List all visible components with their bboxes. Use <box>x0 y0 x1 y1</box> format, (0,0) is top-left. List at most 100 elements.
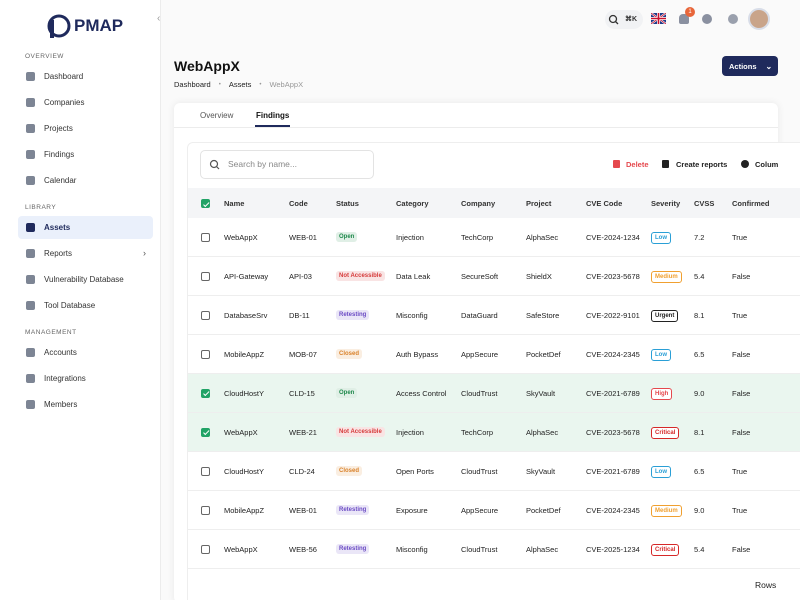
breadcrumb-item[interactable]: Assets <box>228 80 252 89</box>
search-input[interactable] <box>200 150 374 179</box>
nav-icon <box>26 149 35 159</box>
column-header[interactable]: Company <box>461 199 496 208</box>
notifications-icon[interactable] <box>679 14 689 24</box>
logo-mark <box>47 14 71 38</box>
row-checkbox[interactable] <box>201 232 210 242</box>
actions-button[interactable]: Actions ⌄ <box>722 56 778 76</box>
table-row <box>188 530 800 569</box>
cell: CloudHostY <box>224 388 265 398</box>
row-checkbox[interactable] <box>201 466 210 476</box>
create-reports-button[interactable]: Create reports <box>676 160 728 169</box>
column-header[interactable]: Confirmed <box>732 199 770 208</box>
delete-button[interactable]: Delete <box>626 160 649 169</box>
column-header[interactable]: Code <box>289 199 308 208</box>
section-title: MANAGEMENT <box>25 329 77 336</box>
cell: AlphaSec <box>526 544 559 554</box>
severity-badge: Low <box>651 348 671 361</box>
header-checkbox[interactable] <box>201 199 210 208</box>
table-header <box>188 188 800 218</box>
cell: API-03 <box>289 271 312 281</box>
nav-item[interactable]: Findings <box>18 143 153 166</box>
cell: Exposure <box>396 505 428 515</box>
cell: CVE-2024-2345 <box>586 505 640 515</box>
nav-item[interactable]: Tool Database <box>18 294 153 317</box>
nav-item[interactable]: Calendar <box>18 169 153 192</box>
severity-badge: Critical <box>651 543 680 556</box>
row-checkbox[interactable] <box>201 505 210 515</box>
avatar[interactable] <box>748 8 770 30</box>
columns-button[interactable]: Colum <box>755 160 779 169</box>
cell: Open Ports <box>396 466 434 476</box>
column-header[interactable]: Category <box>396 199 429 208</box>
tab[interactable]: Overview <box>200 111 234 120</box>
cell: DataGuard <box>461 310 498 320</box>
nav-label: Companies <box>44 97 85 107</box>
logo-text: PMAP <box>74 16 124 35</box>
status-badge: Retesting <box>336 543 370 554</box>
cell: 7.2 <box>694 232 705 242</box>
cell: CloudHostY <box>224 466 265 476</box>
breadcrumb: Dashboard • Assets • WebAppX <box>174 80 303 89</box>
cell: CloudTrust <box>461 466 498 476</box>
cell: CloudTrust <box>461 388 498 398</box>
tab-underline <box>255 125 290 127</box>
language-flag[interactable] <box>651 13 666 24</box>
table-row <box>188 296 800 335</box>
tab[interactable]: Findings <box>256 111 290 120</box>
user-icon[interactable] <box>702 14 712 24</box>
expand-chevron: › <box>143 247 146 258</box>
cell: WEB-21 <box>289 427 317 437</box>
column-header[interactable]: CVE Code <box>586 199 623 208</box>
cell: PocketDef <box>526 505 561 515</box>
row-checkbox[interactable] <box>201 310 210 320</box>
cell: 5.4 <box>694 544 705 554</box>
column-header[interactable]: Name <box>224 199 245 208</box>
status-badge: Closed <box>336 465 363 476</box>
nav-label: Calendar <box>44 175 77 185</box>
nav-label: Findings <box>44 149 75 159</box>
severity-badge: Low <box>651 465 671 478</box>
table-row <box>188 452 800 491</box>
cell: 9.0 <box>694 388 705 398</box>
column-header[interactable]: CVSS <box>694 199 715 208</box>
rows-label: Rows <box>755 580 777 590</box>
cell: WebAppX <box>224 427 258 437</box>
nav-item[interactable]: Assets <box>18 215 153 239</box>
severity-badge: Low <box>651 231 671 244</box>
nav-item[interactable]: Integrations <box>18 367 153 390</box>
cell: SecureSoft <box>461 271 499 281</box>
nav-item[interactable]: Companies <box>18 91 153 114</box>
cell: CLD-24 <box>289 466 315 476</box>
row-checkbox[interactable] <box>201 271 210 281</box>
nav-item[interactable]: Vulnerability Database <box>18 268 153 291</box>
column-header[interactable]: Severity <box>651 199 681 208</box>
severity-badge: Medium <box>651 270 682 283</box>
row-checkbox[interactable] <box>201 427 210 437</box>
cell: TechCorp <box>461 232 494 242</box>
row-checkbox[interactable] <box>201 349 210 359</box>
column-header[interactable]: Project <box>526 199 552 208</box>
nav-item[interactable]: Projects <box>18 117 153 140</box>
table-row <box>188 335 800 374</box>
column-header[interactable]: Status <box>336 199 359 208</box>
cell: CVE-2021-6789 <box>586 388 640 398</box>
cell: False <box>732 427 751 437</box>
cell: SafeStore <box>526 310 560 320</box>
nav-item[interactable]: Accounts <box>18 341 153 364</box>
nav-item[interactable]: Reports › <box>18 242 153 265</box>
breadcrumb-item[interactable]: Dashboard <box>174 80 211 89</box>
row-checkbox[interactable] <box>201 388 210 398</box>
search-pill[interactable] <box>605 10 643 29</box>
nav-item[interactable]: Dashboard <box>18 65 153 88</box>
nav-icon <box>26 373 35 383</box>
row-checkbox[interactable] <box>201 544 210 554</box>
nav-label: Projects <box>44 123 73 133</box>
settings-icon[interactable] <box>728 14 738 24</box>
columns-icon <box>741 160 749 168</box>
cell: CVE-2023-5678 <box>586 427 640 437</box>
nav-item[interactable]: Members <box>18 393 153 416</box>
collapse-button[interactable]: ‹ <box>157 13 161 24</box>
search-icon <box>608 14 619 25</box>
tab-divider <box>174 127 778 128</box>
